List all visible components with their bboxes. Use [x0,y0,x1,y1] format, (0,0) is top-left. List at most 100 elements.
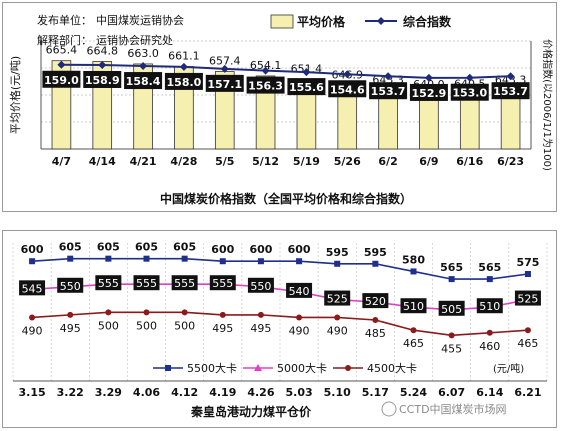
point-5500 [448,276,455,283]
value-label-box-5000 [476,298,503,314]
x-tick-label: 6/2 [378,155,397,168]
value-label-5000: 510 [403,300,424,313]
value-label-5000: 520 [365,295,386,308]
legend-bar-label: 平均价格 [297,14,346,29]
interpreter-line: 解释部门： 运销协会研究处 [37,33,173,47]
point-4500 [105,309,112,316]
value-label-5000: 545 [22,282,43,295]
x-tick-label: 3.29 [95,386,122,399]
bar-value-label: 657.4 [209,55,241,68]
value-label-5500: 600 [211,243,234,256]
index-value-label: 156.3 [248,80,283,93]
value-label-box-5000 [57,277,84,293]
interpreter-label: 解释部门： [37,33,92,47]
index-label-box [409,83,448,101]
watermark-logo-icon [381,401,397,417]
x-tick-label: 4.19 [209,386,236,399]
x-tick-label: 5.03 [286,386,313,399]
point-4500 [181,309,188,316]
point-4500 [334,314,341,321]
index-point-6/2 [384,72,393,81]
point-4500 [448,332,455,339]
point-4500 [257,311,264,318]
index-label-box [450,83,489,101]
x-tick-label: 5.10 [324,386,351,399]
x-tick-label: 3.15 [19,386,46,399]
value-label-4500: 490 [289,324,310,337]
value-label-5500: 595 [326,246,349,259]
index-label-box [83,70,122,88]
x-tick-label: 6.14 [476,386,503,399]
value-label-box-5000 [133,275,160,291]
coal-price-index-svg: 665.4664.8663.0661.1657.4654.1651.4646.9… [8,13,554,206]
value-label-5500: 565 [440,261,463,274]
index-line [61,63,511,79]
value-label-box-5000 [247,277,274,293]
index-value-label: 153.7 [493,85,528,98]
value-label-4500: 490 [22,324,43,337]
point-5500 [296,258,303,265]
index-label-box [124,72,163,90]
index-label-box [328,80,367,98]
x-tick-label: 5/26 [334,155,361,168]
index-point-4/28 [179,62,188,71]
value-label-5500: 605 [59,241,82,254]
x-tick-label: 4/7 [52,155,71,168]
x-tick-label: 6/23 [497,155,524,168]
x-tick-label: 6/16 [456,155,483,168]
publisher-name: 中国煤炭运销协会 [96,13,184,27]
value-label-box-5000 [400,298,427,314]
interpreter-name: 运销协会研究处 [96,33,173,47]
index-value-label: 153.7 [371,85,406,98]
x-tick-label: 5.17 [362,386,389,399]
series-line-5500大卡 [32,257,529,280]
bar-6/9 [419,94,439,150]
value-label-4500: 500 [174,319,195,332]
point-5500 [105,255,112,262]
index-value-label: 157.1 [207,78,242,91]
bar-6/16 [459,93,480,150]
y-axis-title: 平均价格(元/吨) [8,56,22,134]
value-label-5000: 555 [98,277,119,290]
point-5500 [410,268,417,275]
value-label-5000: 525 [327,293,348,306]
index-label-box [287,78,326,96]
legend-line-marker [377,17,385,25]
point-5500 [67,255,74,262]
point-4500 [143,309,150,316]
index-label-box [491,82,530,100]
value-label-4500: 455 [441,342,462,355]
value-label-5500: 605 [97,241,120,254]
legend-bar-swatch [270,14,294,29]
x-tick-label: 4/14 [89,155,116,168]
chart-qinhuangdao-price: 600 605 605 605 605 600 600 600 595 595 580 565 565 5… [2,230,557,428]
point-5500 [486,276,493,283]
index-point-4/21 [139,62,148,71]
index-value-label: 159.0 [44,74,79,87]
index-point-6/9 [424,73,433,82]
index-label-box [246,76,285,94]
value-label-5000: 555 [212,277,233,290]
qinhuangdao-price-svg: 600 605 605 605 605 600 600 600 595 595 580 565 565 5… [12,241,548,419]
bar-value-label: 661.1 [168,50,200,63]
value-label-box-5000 [286,282,313,298]
publisher-label: 发布单位： [37,13,92,27]
x-tick-label: 4.26 [247,386,274,399]
value-label-5000: 550 [250,280,271,293]
index-point-5/12 [261,66,270,75]
legend-marker-5500 [165,365,171,371]
point-5500 [29,258,36,265]
legend-marker-5000 [254,364,262,371]
y2-axis-title: 价格指数(以2006/1/1为100) [541,39,554,171]
value-label-4500: 495 [60,322,81,335]
index-value-label: 158.0 [167,76,202,89]
bar-6/2 [378,90,398,150]
bar-value-label: 663.0 [127,47,159,60]
index-value-label: 154.6 [330,83,365,96]
index-point-5/5 [220,64,229,73]
value-label-box-5000 [362,293,389,309]
point-5500 [372,260,379,267]
chart-title: 中国煤炭价格指数（全国平均价格和综合指数） [160,191,412,206]
value-label-4500: 460 [479,340,500,353]
chart-title: 秦皇岛港动力煤平仓价 [190,404,312,419]
